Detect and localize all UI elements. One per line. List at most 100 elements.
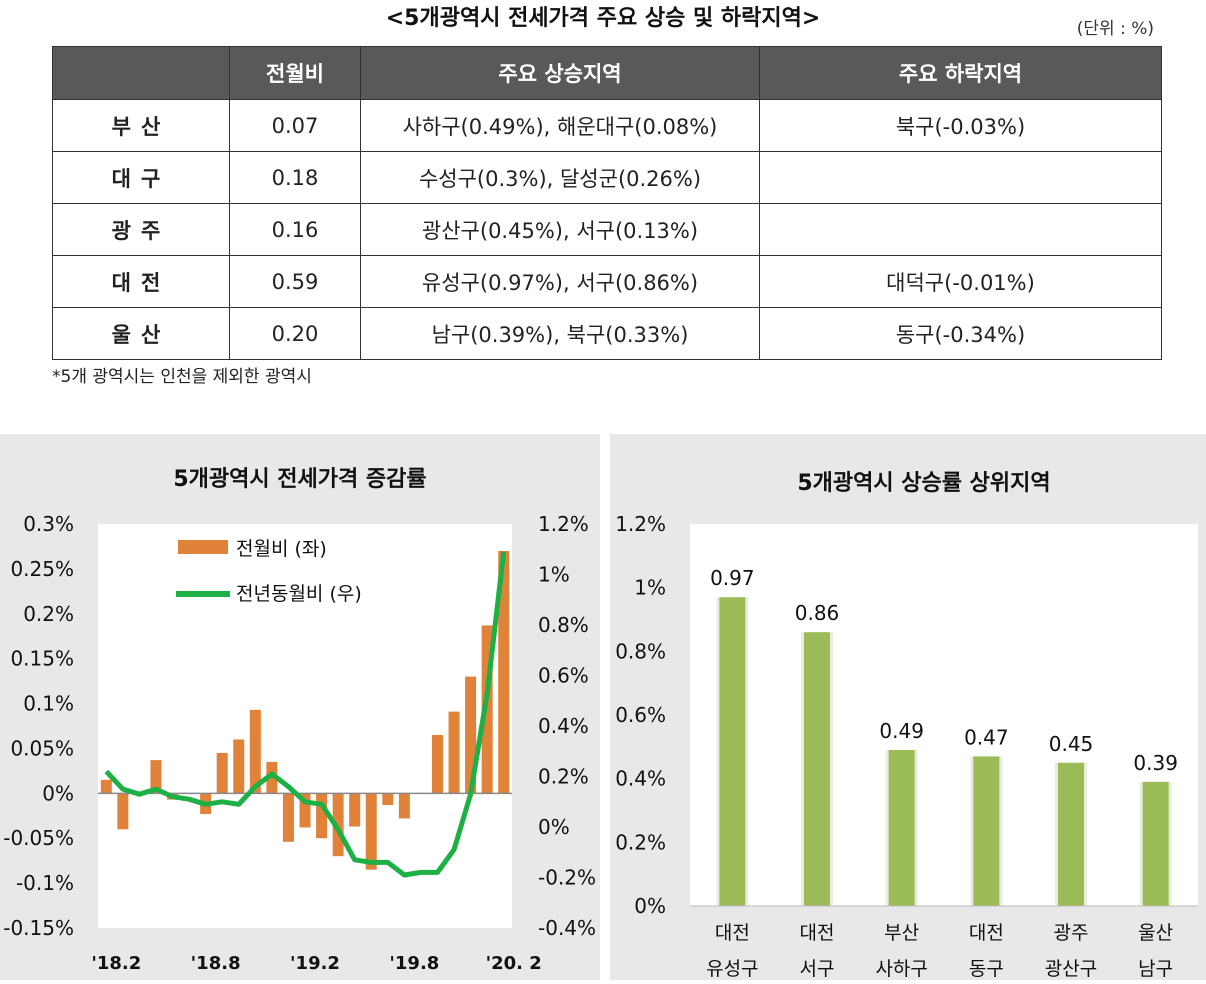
x-category-label-district: 광산구: [1045, 958, 1097, 980]
rise-regions-cell: 수성구(0.3%), 달성군(0.26%): [361, 152, 760, 204]
mom-bar: [382, 793, 393, 805]
y-right-tick-label: 0.2%: [538, 765, 589, 789]
y-left-tick-label: 0.1%: [23, 692, 74, 716]
legend-bar-swatch: [178, 540, 228, 554]
y-right-tick-label: 0.6%: [538, 664, 589, 688]
mom-bar: [316, 793, 327, 838]
rise-regions-cell: 남구(0.39%), 북구(0.33%): [361, 308, 760, 360]
y-left-tick-label: 0.15%: [10, 647, 74, 671]
fall-regions-cell: [760, 152, 1162, 204]
bar-value-label: 0.86: [795, 601, 840, 625]
x-tick-label: '19.2: [290, 953, 340, 974]
mom-bar: [217, 753, 228, 793]
region-bar: [719, 597, 745, 906]
y-left-tick-label: -0.05%: [3, 826, 74, 850]
y-right-tick-label: 0.4%: [538, 714, 589, 738]
x-category-label-city: 광주: [1054, 922, 1089, 944]
unit-label: (단위 : %): [1077, 14, 1154, 39]
y-left-tick-label: -0.15%: [3, 916, 74, 940]
table-header-row: 전월비 주요 상승지역 주요 하락지역: [53, 47, 1162, 100]
mom-cell: 0.18: [230, 152, 361, 204]
y-tick-label: 0%: [634, 894, 666, 918]
combo-chart: 5개광역시 전세가격 증감률0.3%0.25%0.2%0.15%0.1%0.05…: [0, 434, 600, 980]
x-tick-label: '19.8: [389, 953, 439, 974]
fall-regions-cell: 동구(-0.34%): [760, 308, 1162, 360]
y-left-tick-label: 0.05%: [10, 736, 74, 760]
bar-value-label: 0.47: [964, 725, 1009, 749]
x-category-label-city: 대전: [800, 922, 835, 944]
rise-regions-cell: 광산구(0.45%), 서구(0.13%): [361, 204, 760, 256]
y-left-tick-label: 0%: [42, 781, 74, 805]
mom-cell: 0.59: [230, 256, 361, 308]
y-left-tick-label: 0.2%: [23, 602, 74, 626]
y-right-tick-label: 1%: [538, 563, 570, 587]
right-chart-title: 5개광역시 상승률 상위지역: [797, 471, 1050, 496]
x-category-label-city: 울산: [1138, 922, 1173, 944]
y-left-tick-label: 0.3%: [23, 512, 74, 536]
x-category-label-district: 유성구: [706, 958, 758, 980]
y-right-tick-label: -0.2%: [538, 866, 596, 890]
fall-regions-cell: 대덕구(-0.01%): [760, 256, 1162, 308]
mom-bar: [399, 793, 410, 818]
mom-bar: [366, 793, 377, 869]
footnote: *5개 광역시는 인천을 제외한 광역시: [52, 362, 312, 387]
region-cell: 대전: [53, 256, 230, 308]
bar-value-label: 0.39: [1133, 751, 1178, 775]
region-bar: [1058, 763, 1084, 906]
region-cell: 광주: [53, 204, 230, 256]
legend-line-label: 전년동월비 (우): [236, 583, 362, 605]
rise-regions-cell: 유성구(0.97%), 서구(0.86%): [361, 256, 760, 308]
y-left-tick-label: -0.1%: [16, 871, 74, 895]
x-tick-label: '18.2: [91, 953, 141, 974]
x-tick-label: '18.8: [191, 953, 241, 974]
rise-regions-cell: 사하구(0.49%), 해운대구(0.08%): [361, 100, 760, 152]
x-category-label-district: 사하구: [875, 958, 927, 980]
y-right-tick-label: -0.4%: [538, 916, 596, 940]
x-tick-label: '20. 2: [486, 953, 542, 974]
y-tick-label: 1%: [634, 576, 666, 600]
mom-bar: [101, 780, 112, 793]
header-blank: [53, 47, 230, 100]
y-tick-label: 1.2%: [615, 512, 666, 536]
mom-cell: 0.20: [230, 308, 361, 360]
bar-value-label: 0.45: [1049, 732, 1094, 756]
region-cell: 대구: [53, 152, 230, 204]
left-chart-title: 5개광역시 전세가격 증감률: [173, 467, 426, 492]
header-up: 주요 상승지역: [361, 47, 760, 100]
plot-area: [690, 524, 1198, 906]
table-title: <5개광역시 전세가격 주요 상승 및 하락지역>: [0, 0, 1206, 32]
y-tick-label: 0.4%: [615, 767, 666, 791]
region-cell: 울산: [53, 308, 230, 360]
x-category-label-district: 남구: [1138, 958, 1173, 980]
mom-bar: [283, 793, 294, 841]
region-bar: [973, 756, 999, 906]
mom-cell: 0.07: [230, 100, 361, 152]
mom-bar: [432, 735, 443, 793]
fall-regions-cell: 북구(-0.03%): [760, 100, 1162, 152]
region-cell: 부산: [53, 100, 230, 152]
y-tick-label: 0.2%: [615, 830, 666, 854]
x-category-label-city: 대전: [969, 922, 1004, 944]
mom-bar: [117, 793, 128, 829]
x-category-label-district: 서구: [800, 958, 835, 980]
mom-bar: [349, 793, 360, 826]
header-mom: 전월비: [230, 47, 361, 100]
mom-bar: [449, 712, 460, 794]
region-bar: [1143, 782, 1169, 906]
header-down: 주요 하락지역: [760, 47, 1162, 100]
region-bar: [804, 632, 830, 906]
mom-bar: [233, 739, 244, 793]
y-right-tick-label: 0%: [538, 815, 570, 839]
y-right-tick-label: 1.2%: [538, 512, 589, 536]
fall-regions-cell: [760, 204, 1162, 256]
legend-bar-label: 전월비 (좌): [236, 538, 327, 560]
x-category-label-city: 대전: [715, 922, 750, 944]
